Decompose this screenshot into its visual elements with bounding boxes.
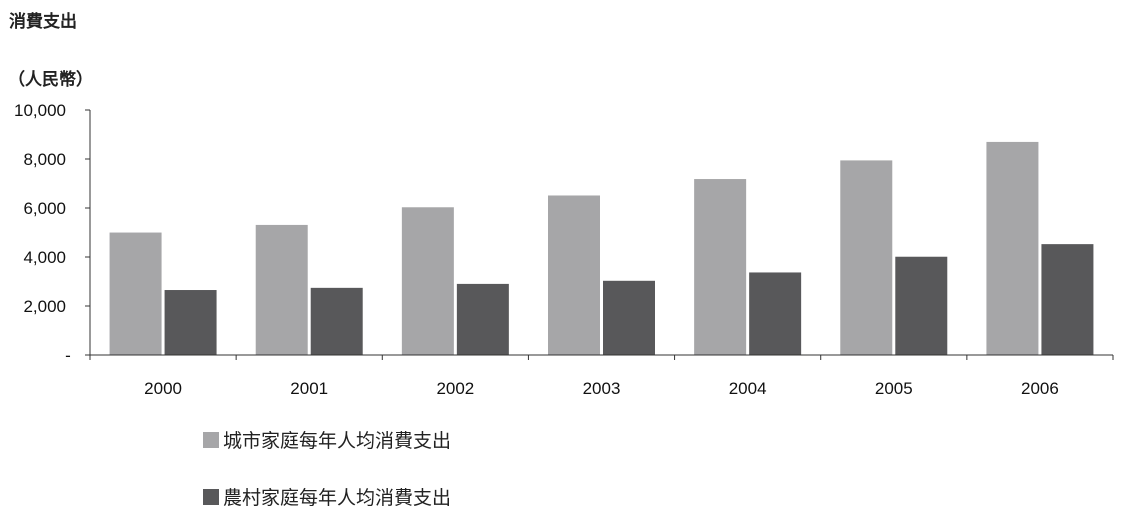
bar-urban-2004 — [694, 179, 747, 355]
y-axis-unit-label: （人民幣） — [8, 70, 93, 90]
bar-urban-2005 — [840, 160, 893, 355]
x-tick-label: 2001 — [290, 379, 328, 398]
bar-rural-2000 — [164, 290, 217, 355]
y-tick-label: 8,000 — [23, 150, 66, 169]
bar-rural-2004 — [749, 272, 802, 355]
bar-rural-2003 — [603, 280, 655, 355]
y-tick-label: 6,000 — [23, 199, 66, 218]
x-tick-label: 2006 — [1021, 379, 1059, 398]
x-tick-label: 2002 — [436, 379, 474, 398]
bar-urban-2001 — [255, 224, 308, 355]
legend-swatch-rural — [203, 488, 219, 505]
legend-item-rural: 農村家庭每年人均消費支出 — [203, 483, 451, 510]
bar-chart: - 2,000 4,000 6,000 8,000 10,000 2000 2001 2002… — [14, 101, 1114, 398]
bar-urban-2000 — [109, 232, 162, 355]
legend-swatch-urban — [203, 431, 219, 448]
legend-label-rural: 農村家庭每年人均消費支出 — [223, 487, 452, 509]
bar-urban-2002 — [401, 207, 454, 355]
bar-rural-2001 — [310, 287, 363, 355]
y-tick-label: 4,000 — [23, 248, 66, 267]
bar-rural-2005 — [895, 256, 948, 355]
y-tick-label: 2,000 — [23, 297, 66, 316]
x-tick-label: 2000 — [144, 379, 182, 398]
bar-rural-2006 — [1041, 244, 1094, 355]
x-tick-label: 2003 — [583, 379, 621, 398]
bar-urban-2006 — [986, 141, 1039, 355]
bar-rural-2002 — [456, 283, 509, 355]
x-tick-label: 2005 — [875, 379, 913, 398]
bar-urban-2003 — [548, 195, 600, 355]
x-tick-label: 2004 — [729, 379, 767, 398]
y-tick-label: - — [65, 346, 71, 365]
legend-label-urban: 城市家庭每年人均消費支出 — [223, 430, 452, 452]
y-tick-label: 10,000 — [14, 101, 66, 120]
legend-item-urban: 城市家庭每年人均消費支出 — [203, 426, 451, 453]
chart-title: 消費支出 — [9, 12, 77, 32]
